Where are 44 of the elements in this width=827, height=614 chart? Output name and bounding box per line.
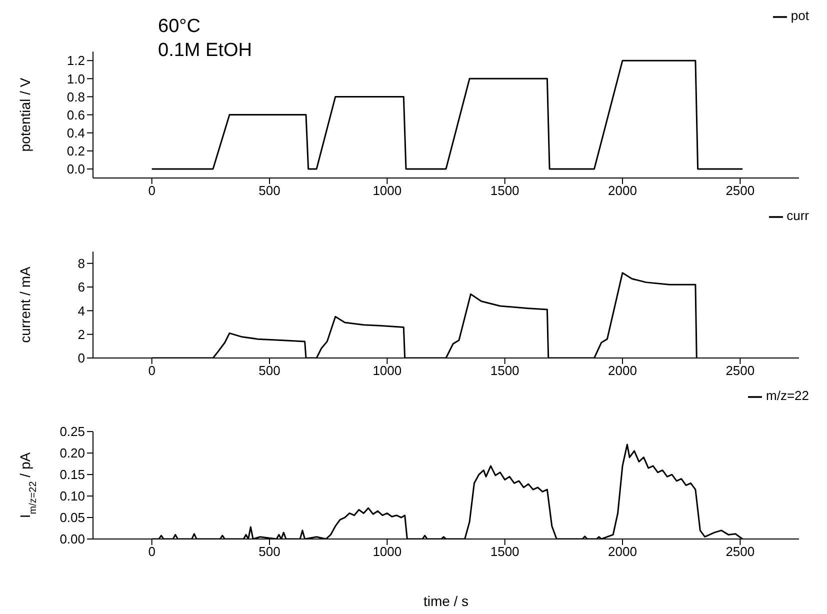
y-tick-label: 0.10 [60,488,85,504]
legend-label: m/z=22 [766,388,809,403]
y-tick-label: 2 [78,326,85,342]
legend-label: pot [790,8,809,23]
x-tick-label: 1000 [372,363,402,378]
x-tick-label: 1500 [490,183,520,198]
y-tick-label: 8 [78,256,85,272]
y-tick-label: 1.0 [66,71,85,86]
y-tick-label: 0.2 [66,144,85,159]
annotation: 0.1M EtOH [158,40,252,62]
y-tick-label: 0.15 [60,467,85,482]
x-axis-title: time / s [423,593,469,609]
x-tick-label: 0 [148,183,156,198]
y-tick-label: 4 [78,303,85,318]
x-tick-label: 2500 [726,544,755,560]
y-tick-label: 0.6 [66,107,85,122]
x-tick-label: 2500 [726,363,755,378]
legend-label: curr [786,208,809,223]
text: 60°C [158,16,200,38]
x-tick-label: 1500 [490,544,520,560]
y-tick-label: 0.25 [60,424,85,440]
y-tick-label: 0 [78,350,85,366]
x-tick-label: 0 [148,363,156,378]
y-axis-title: current / mA [17,266,33,343]
x-tick-label: 500 [258,183,280,198]
x-tick-label: 1500 [490,363,520,378]
y-tick-label: 6 [78,280,85,295]
y-tick-label: 0.0 [66,162,85,177]
y-tick-label: 0.05 [60,510,85,526]
x-tick-label: 1000 [372,183,402,198]
x-tick-label: 500 [258,544,280,560]
y-tick-label: 0.00 [60,532,85,547]
y-tick-label: 0.4 [66,125,85,140]
x-tick-label: 500 [258,363,280,378]
y-axis-title: potential / V [17,77,33,152]
x-tick-label: 2000 [608,183,637,198]
x-tick-label: 0 [148,544,156,560]
x-tick-label: 2000 [608,363,637,378]
x-tick-label: 2500 [726,183,755,198]
y-tick-label: 1.2 [66,53,85,68]
y-tick-label: 0.20 [60,446,85,461]
x-tick-label: 2000 [608,544,637,560]
y-tick-label: 0.8 [66,89,85,104]
x-tick-label: 1000 [372,544,402,560]
